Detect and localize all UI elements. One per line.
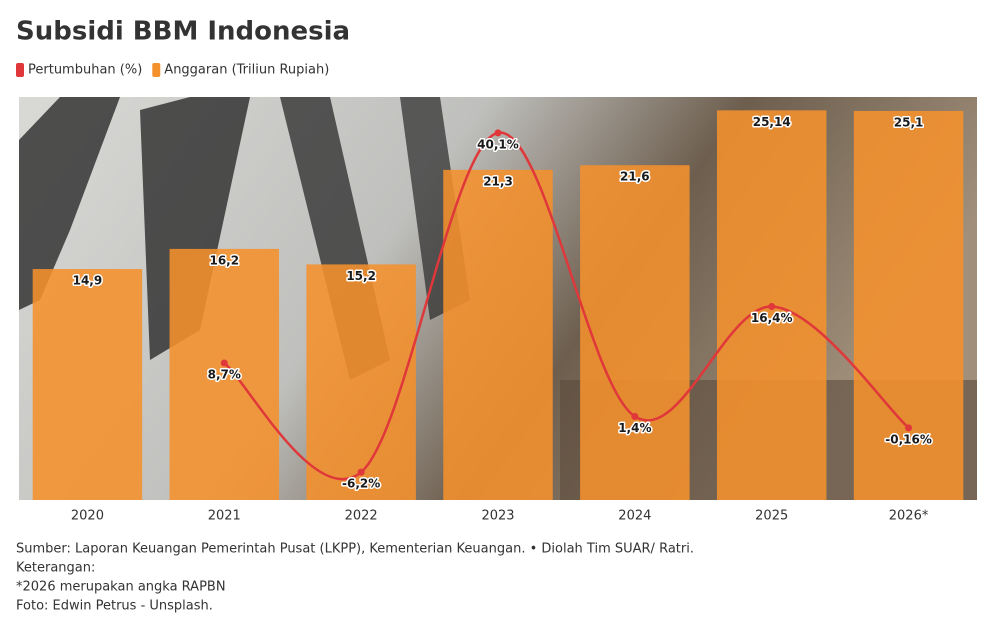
footnote: *2026 merupakan angka RAPBN [16,580,226,595]
chart-title: Subsidi BBM Indonesia [16,17,350,47]
footnote: Keterangan: [16,561,95,576]
line-point [357,468,365,476]
legend-label: Pertumbuhan (%) [28,63,142,78]
bar-value-label: 21,6 [620,170,650,184]
footnote: Sumber: Laporan Keuangan Pemerintah Pusa… [16,542,694,557]
footnotes: Sumber: Laporan Keuangan Pemerintah Pusa… [16,542,694,614]
line-value-label: 1,4% [618,421,651,435]
bar [853,110,964,500]
line-point [905,424,913,432]
bar-value-label: 16,2 [209,253,239,267]
line-point [220,359,228,367]
line-point [768,303,776,311]
bar-value-label: 25,14 [753,115,791,129]
legend: Pertumbuhan (%) Anggaran (Triliun Rupiah) [16,63,329,78]
x-tick-label: 2024 [618,509,651,524]
x-tick-label: 2023 [481,509,514,524]
bar [169,248,280,500]
bar [443,169,553,500]
bar-value-label: 25,1 [894,115,924,129]
x-tick-label: 2025 [755,509,788,524]
x-tick-label: 2026* [889,509,929,524]
x-tick-label: 2022 [345,509,378,524]
plot: 2020 2021 2022 2023 2024 2025 2026* 14,9 16,2 15,… [32,110,964,524]
bar-value-label: 21,3 [483,174,513,188]
bar [32,269,143,500]
legend-swatch [152,63,161,77]
bar [306,264,416,500]
line-point [494,129,502,137]
line-value-label: 8,7% [208,367,241,381]
legend-swatch [16,63,24,77]
x-tick-label: 2021 [208,509,241,524]
line-value-label: 40,1% [477,137,519,151]
bar [580,165,690,500]
line-value-label: 16,4% [751,311,793,325]
bar-value-label: 15,2 [346,269,376,283]
line-value-label: -0,16% [885,432,932,446]
legend-label: Anggaran (Triliun Rupiah) [164,63,329,78]
bar-value-label: 14,9 [73,274,103,288]
x-tick-label: 2020 [71,509,104,524]
footnote: Foto: Edwin Petrus - Unsplash. [16,599,213,614]
line-point [631,412,639,420]
line-value-label: -6,2% [342,477,380,491]
